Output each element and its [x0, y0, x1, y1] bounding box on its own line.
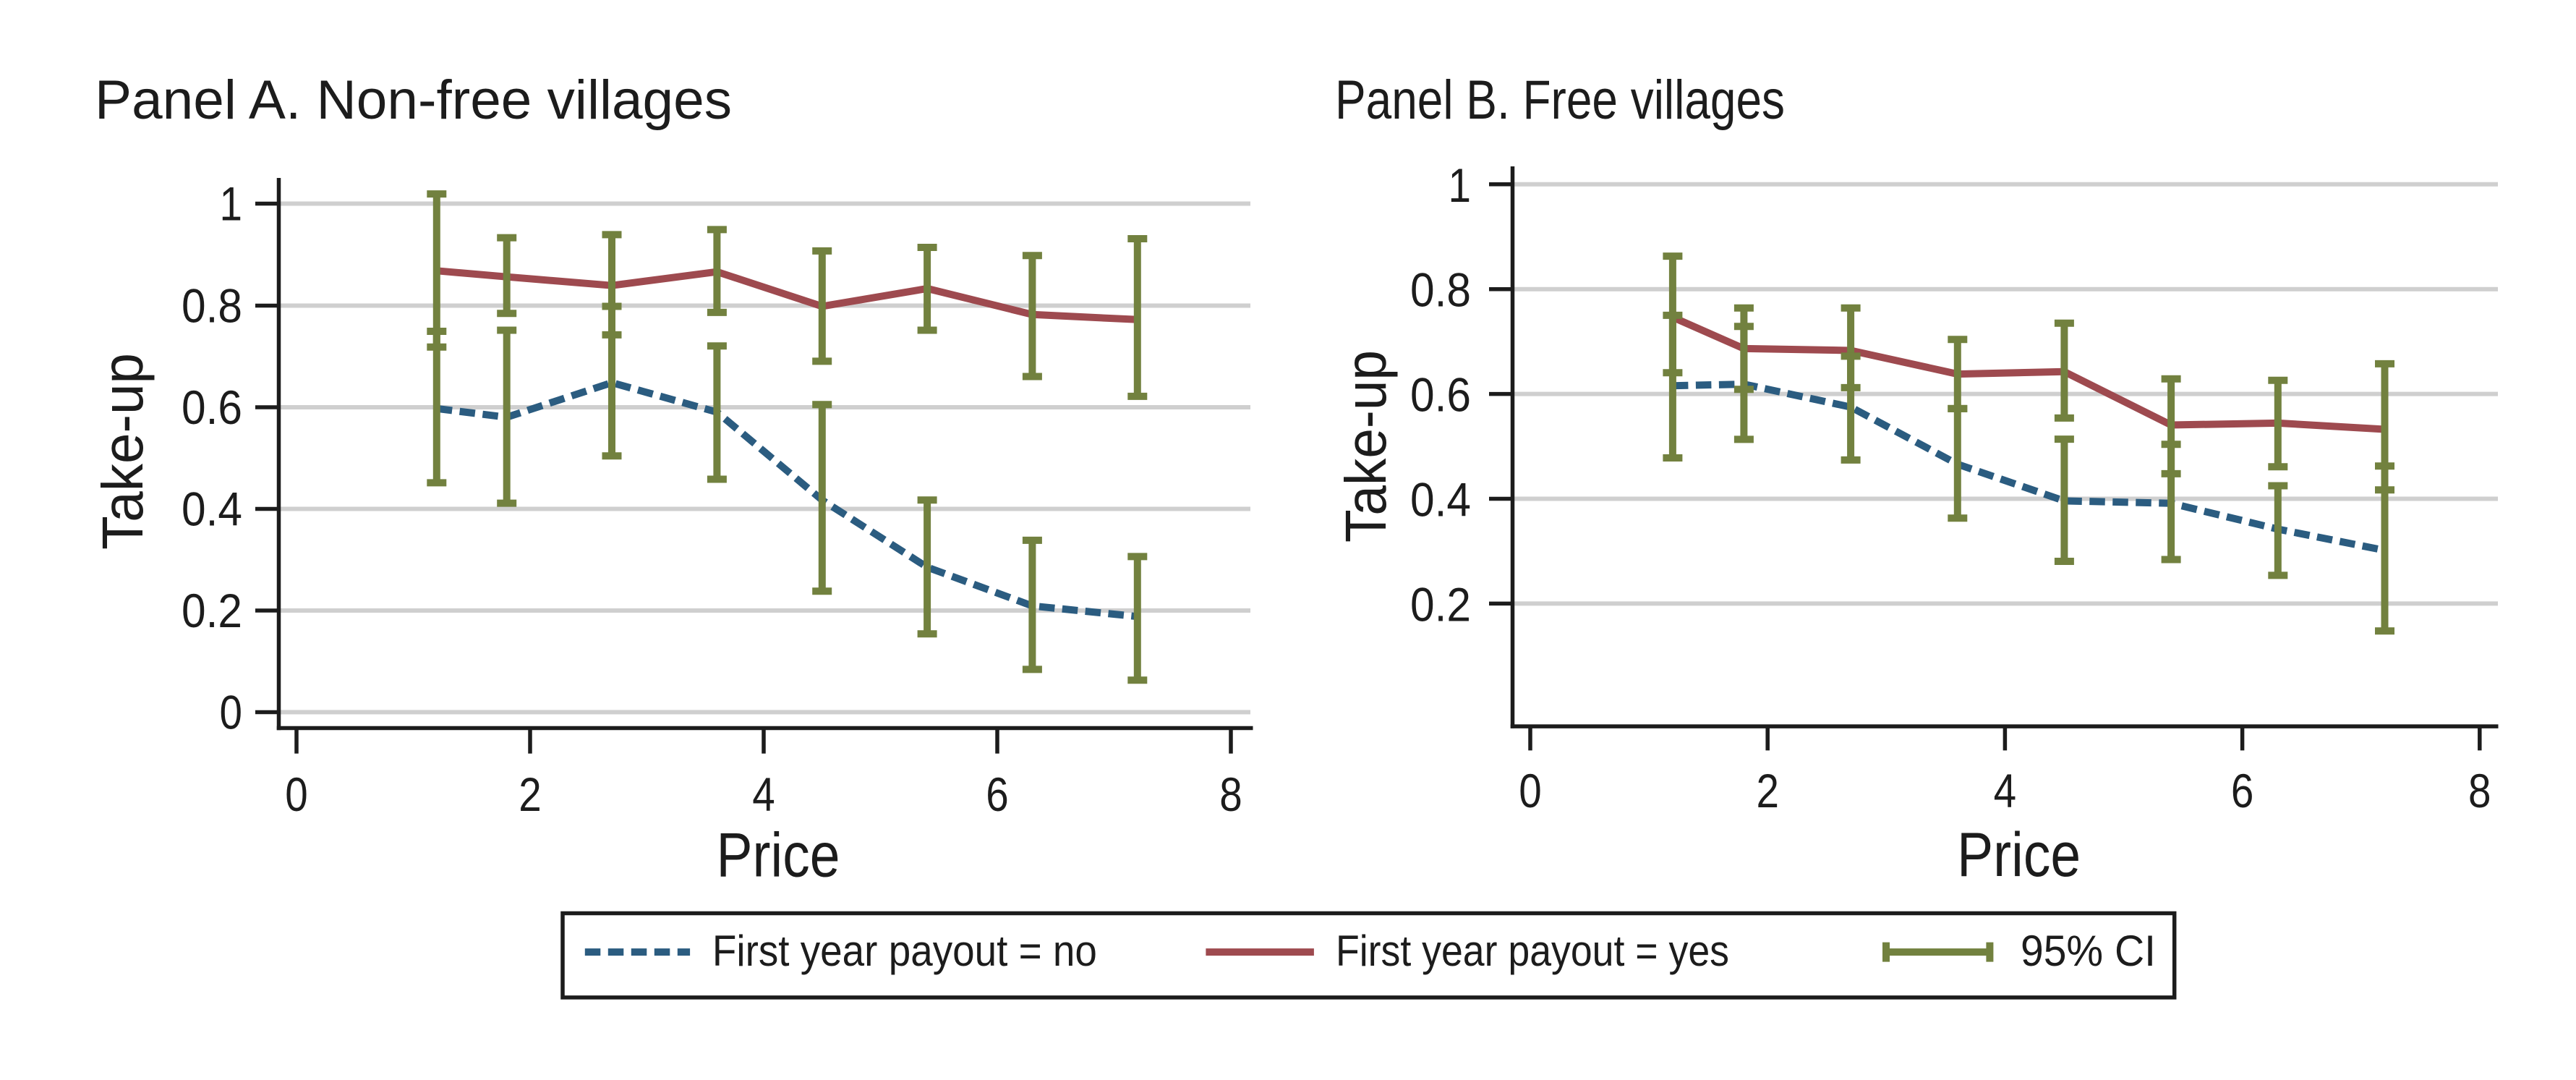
svg-text:0.4: 0.4 [182, 482, 242, 536]
svg-text:6: 6 [986, 768, 1009, 821]
svg-text:Take-up: Take-up [1334, 350, 1398, 543]
svg-text:Price: Price [717, 821, 840, 890]
svg-text:0.2: 0.2 [182, 584, 242, 637]
svg-text:0.6: 0.6 [182, 380, 242, 434]
svg-text:Panel B. Free villages: Panel B. Free villages [1335, 69, 1785, 131]
svg-text:0.8: 0.8 [182, 279, 242, 333]
svg-text:First year payout = no: First year payout = no [712, 927, 1097, 975]
svg-text:0.2: 0.2 [1410, 577, 1471, 631]
svg-text:1: 1 [220, 177, 243, 231]
svg-text:First year payout = yes: First year payout = yes [1336, 927, 1729, 975]
svg-text:8: 8 [1219, 768, 1242, 821]
svg-text:0: 0 [1519, 764, 1542, 817]
svg-text:0.4: 0.4 [1410, 473, 1471, 527]
svg-text:0.8: 0.8 [1410, 263, 1471, 317]
svg-text:Take-up: Take-up [90, 353, 155, 550]
svg-text:6: 6 [2231, 764, 2254, 817]
svg-text:4: 4 [752, 768, 775, 821]
svg-text:2: 2 [1756, 764, 1779, 817]
svg-text:4: 4 [1994, 764, 2017, 817]
svg-text:95% CI: 95% CI [2021, 927, 2156, 975]
svg-text:0: 0 [220, 686, 243, 739]
svg-text:0.6: 0.6 [1410, 368, 1471, 422]
svg-text:1: 1 [1449, 158, 1472, 212]
svg-text:Panel A. Non-free villages: Panel A. Non-free villages [95, 69, 732, 131]
svg-text:0: 0 [285, 768, 308, 821]
svg-text:2: 2 [519, 768, 542, 821]
svg-text:8: 8 [2468, 764, 2491, 817]
svg-text:Price: Price [1957, 820, 2081, 890]
